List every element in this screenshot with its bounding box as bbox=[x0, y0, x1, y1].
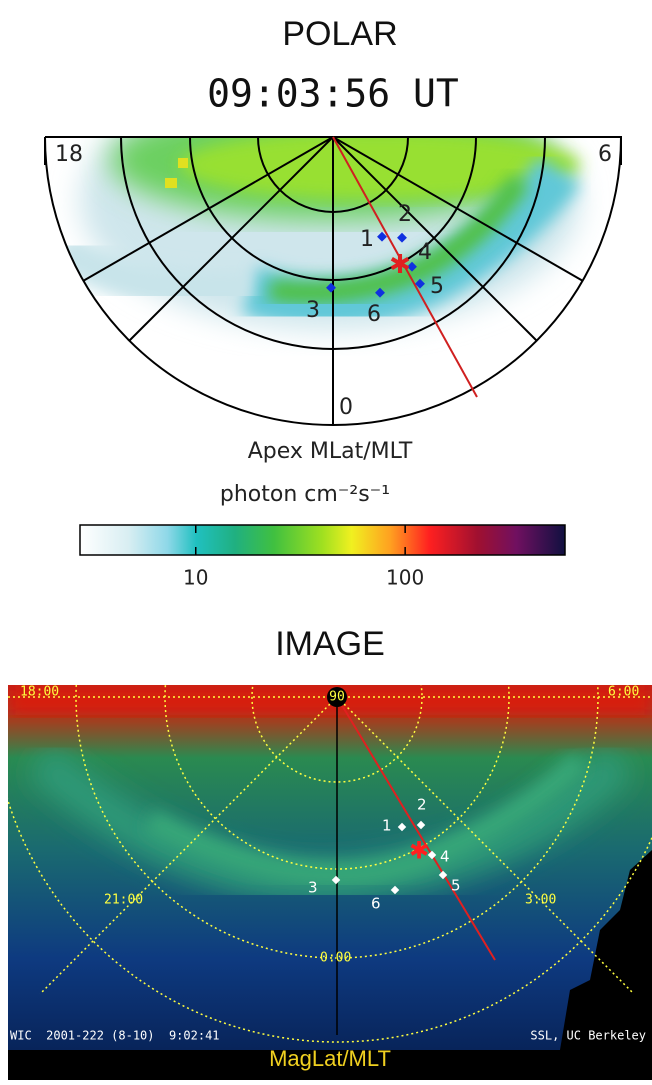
image-credit: SSL, UC Berkeley bbox=[530, 1029, 646, 1043]
coordinate-label: Apex MLat/MLT bbox=[248, 439, 413, 464]
point-label: 5 bbox=[451, 877, 461, 895]
mlt-label: 0 bbox=[339, 395, 353, 420]
colorbar-tick-label: 10 bbox=[183, 566, 208, 590]
pole-label: 90 bbox=[329, 690, 345, 705]
units-label: photon cm⁻²s⁻¹ bbox=[220, 482, 390, 507]
point-label: 5 bbox=[430, 274, 444, 299]
mlt-label: 18:00 bbox=[20, 685, 59, 700]
point-label: 3 bbox=[306, 298, 320, 323]
point-label: 2 bbox=[417, 796, 427, 814]
image-title: IMAGE bbox=[275, 625, 385, 663]
colorbar-tick-label: 100 bbox=[386, 566, 424, 590]
mlt-label: 6 bbox=[598, 142, 612, 167]
point-label: 4 bbox=[418, 240, 432, 265]
point-label: 1 bbox=[382, 817, 392, 835]
image-coordinate-label: MagLat/MLT bbox=[269, 1046, 391, 1071]
colorbar-scale bbox=[80, 525, 565, 555]
mlt-label: 0:00 bbox=[320, 951, 351, 966]
conjunction-marker: ✱ bbox=[389, 249, 411, 279]
mlt-label: 6:00 bbox=[608, 685, 639, 700]
mlt-label: 3:00 bbox=[525, 893, 556, 908]
conjunction-marker: ✱ bbox=[409, 837, 429, 864]
point-label: 3 bbox=[308, 879, 318, 897]
mlt-label: 21:00 bbox=[104, 893, 143, 908]
point-label: 6 bbox=[371, 895, 381, 913]
point-label: 1 bbox=[360, 227, 374, 252]
point-label: 6 bbox=[367, 302, 381, 327]
point-label: 4 bbox=[440, 848, 450, 866]
polar-title: POLAR bbox=[282, 15, 397, 53]
figure: POLAR 09:03:56 UT 18 6 0 ✱ 1 2 3 4 bbox=[0, 0, 652, 1080]
image-footer: WIC 2001-222 (8-10) 9:02:41 bbox=[10, 1029, 220, 1043]
colorbar: 10 100 bbox=[80, 525, 565, 590]
point-label: 2 bbox=[398, 202, 412, 227]
image-aurora bbox=[8, 685, 652, 1050]
mlt-label: 18 bbox=[55, 142, 83, 167]
polar-time: 09:03:56 UT bbox=[207, 72, 459, 116]
